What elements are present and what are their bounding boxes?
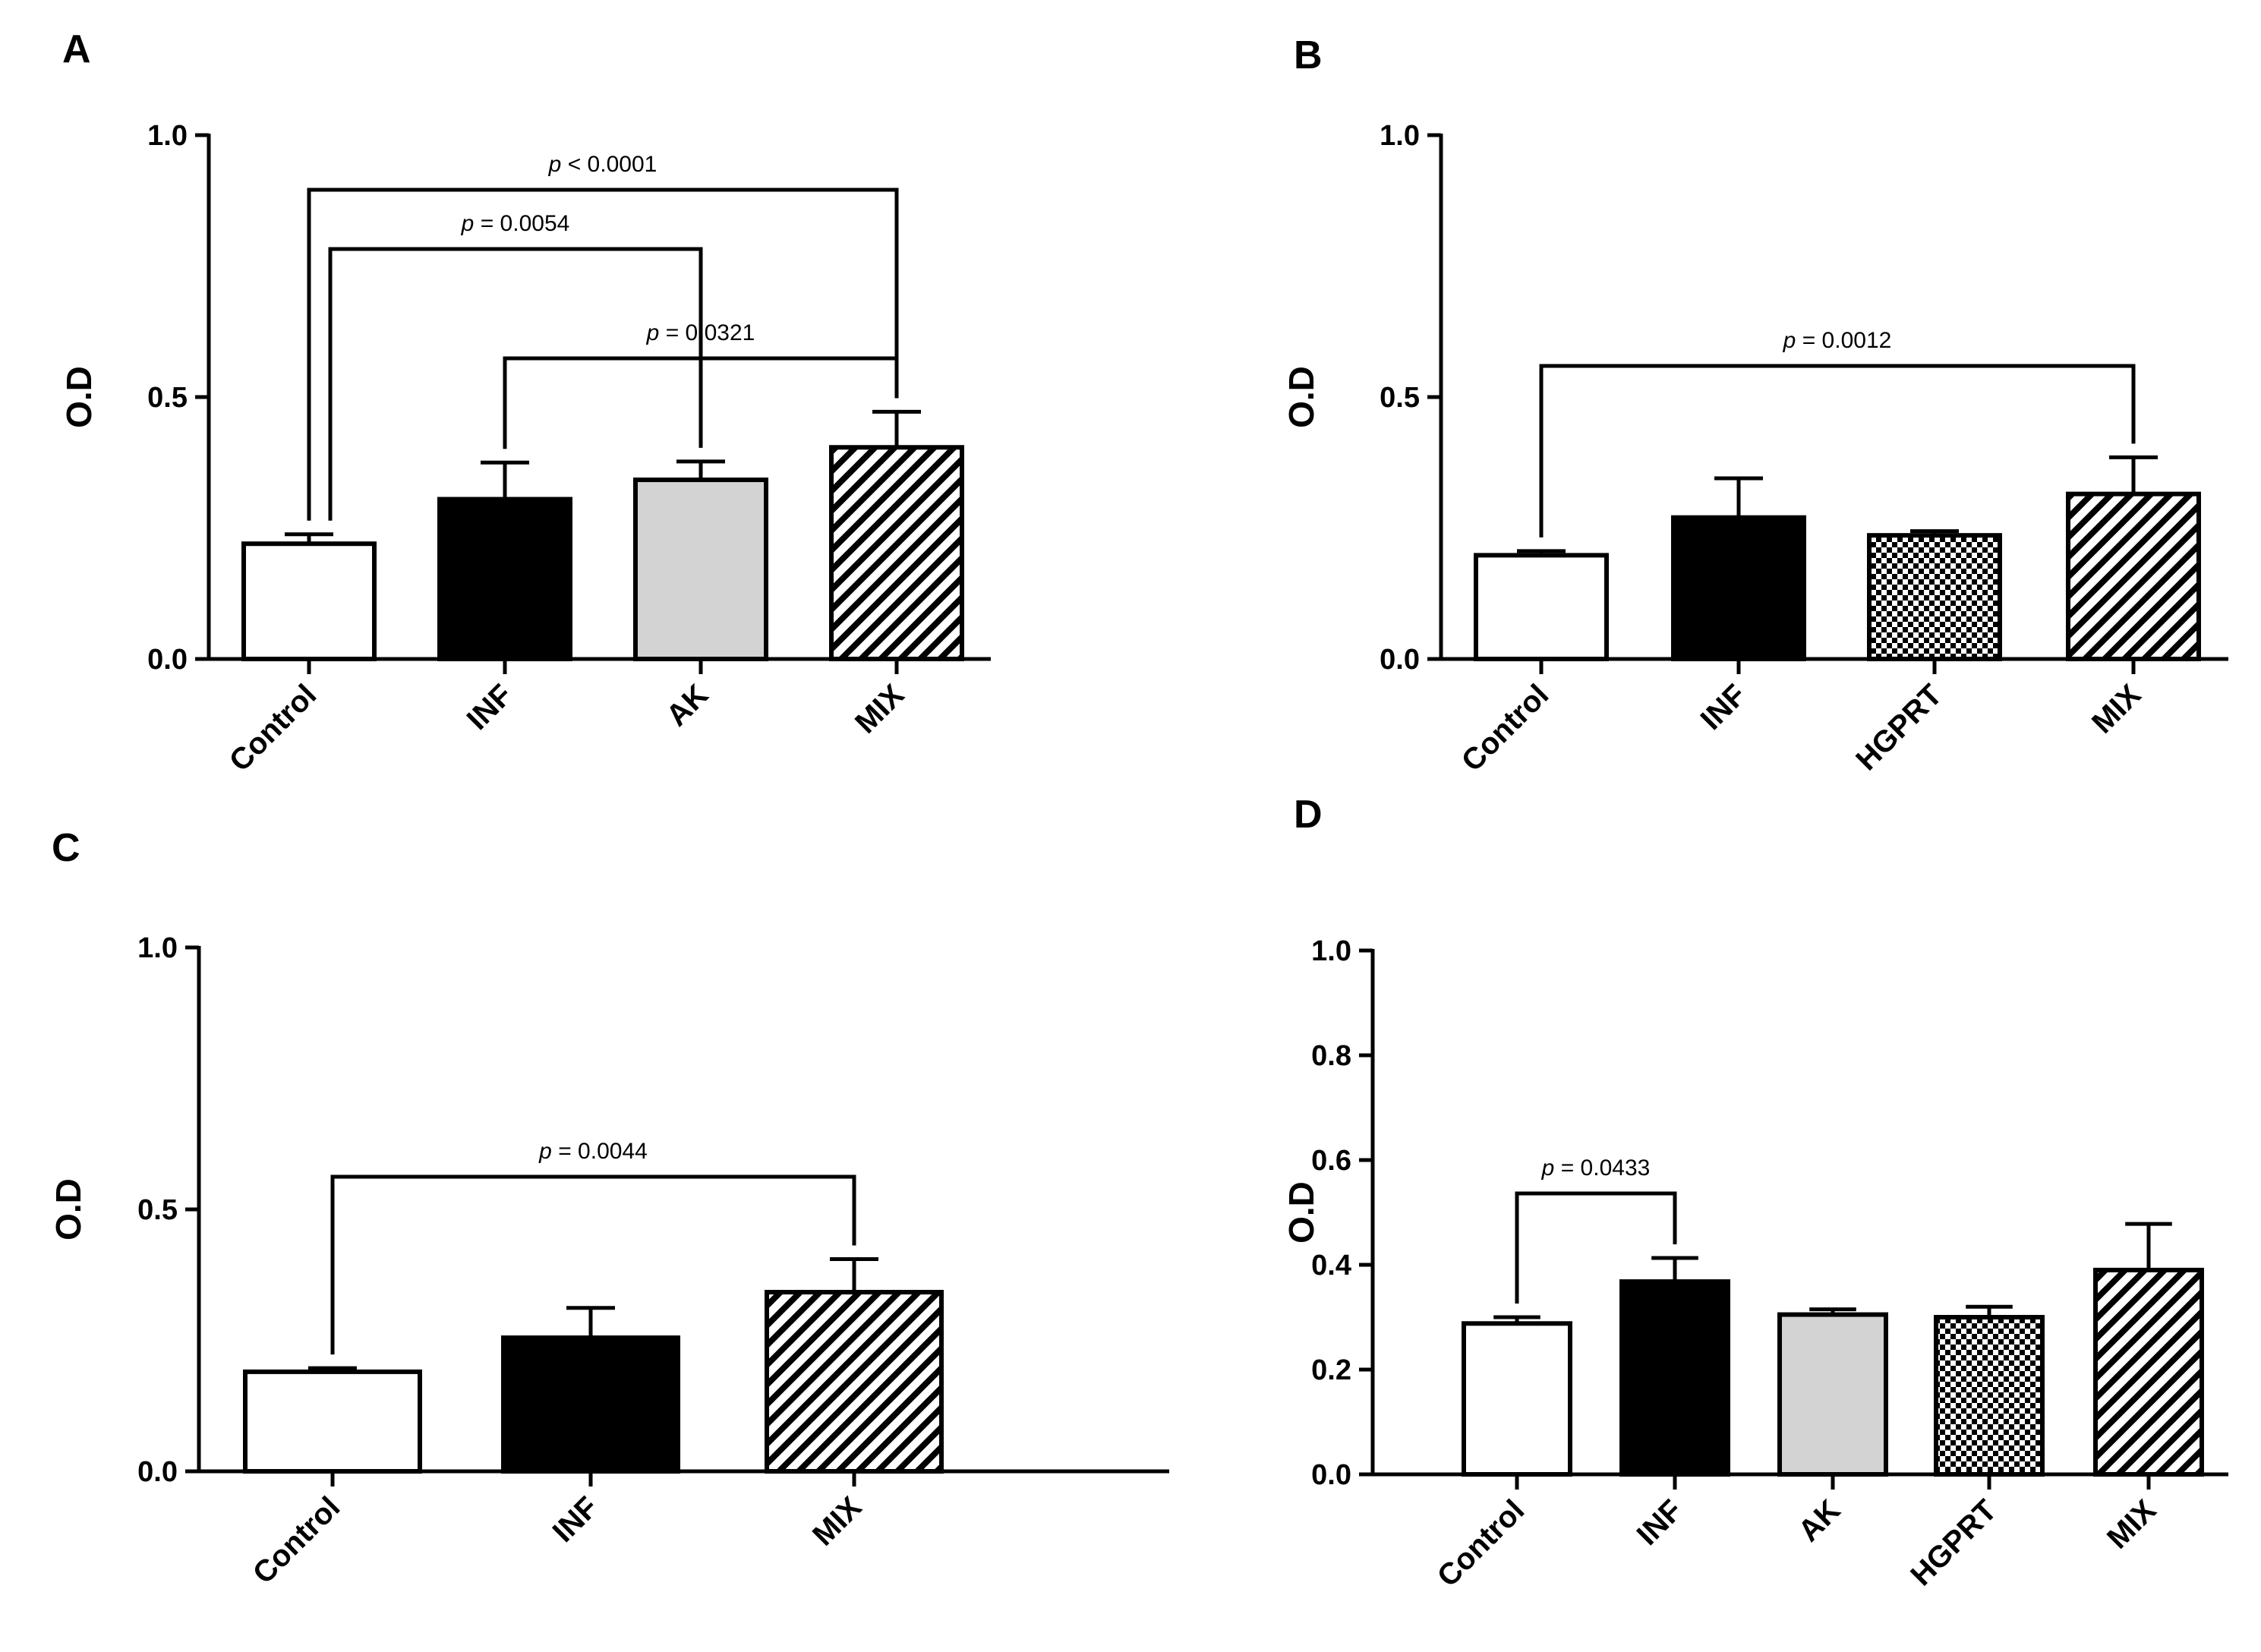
bar-control — [1462, 1321, 1572, 1477]
bar-ak — [1777, 1312, 1888, 1477]
bar-inf — [437, 497, 572, 661]
y-axis-label: O.D — [1282, 366, 1321, 428]
x-tick-label: INF — [461, 678, 519, 736]
panel-letter: B — [1294, 33, 1323, 77]
bar-mix — [765, 1290, 944, 1474]
panel-C: C O.D 0.0 0.5 1.0 Control INF MIX p = 0.0044 — [49, 826, 1169, 1591]
y-tick-label: 0.5 — [147, 382, 188, 414]
x-tick-label: Control — [1455, 678, 1556, 778]
x-tick-label: Control — [247, 1490, 347, 1591]
y-tick-label: 0.5 — [1380, 382, 1420, 414]
y-tick-label: 0.2 — [1311, 1354, 1351, 1386]
panel-D: D O.D 0.0 0.2 0.4 0.6 0.8 1.0 Control INF AK HGPRT M… — [1282, 793, 2228, 1594]
p-value-label: p = 0.0044 — [538, 1139, 648, 1164]
bar-control — [1474, 553, 1609, 661]
y-axis-label: O.D — [1282, 1181, 1321, 1244]
x-tick-label: Control — [1431, 1493, 1531, 1594]
bar-control — [241, 541, 377, 662]
p-value-label: p = 0.0321 — [646, 320, 755, 345]
x-tick-label: AK — [1792, 1493, 1846, 1548]
y-tick-label: 0.8 — [1311, 1040, 1351, 1072]
panel-letter: D — [1294, 793, 1323, 837]
x-tick-label: INF — [547, 1490, 605, 1549]
y-tick-label: 1.0 — [137, 932, 178, 964]
y-tick-label: 0.5 — [137, 1194, 178, 1226]
panel-letter: A — [62, 27, 91, 71]
panel-A: A O.D 0.0 0.5 1.0 Control INF AK MIX p < 0.0001 p … — [59, 27, 991, 778]
y-tick-label: 0.0 — [137, 1456, 178, 1488]
y-tick-label: 1.0 — [1380, 120, 1420, 152]
x-tick-label: INF — [1631, 1493, 1689, 1552]
x-tick-label: HGPRT — [1904, 1493, 2003, 1592]
x-tick-label: HGPRT — [1849, 678, 1948, 777]
y-tick-label: 0.0 — [147, 644, 188, 676]
bar-mix — [829, 445, 964, 661]
bar-mix — [2066, 491, 2201, 662]
y-tick-label: 0.6 — [1311, 1145, 1351, 1177]
x-tick-label: MIX — [2101, 1493, 2163, 1556]
p-value-label: p < 0.0001 — [548, 152, 657, 177]
x-tick-label: AK — [660, 678, 714, 733]
x-tick-label: INF — [1695, 678, 1753, 736]
p-value-label: p = 0.0433 — [1541, 1155, 1651, 1181]
y-axis-label: O.D — [49, 1178, 88, 1241]
p-value-label: p = 0.0012 — [1783, 328, 1892, 353]
bar-hgprt — [1934, 1315, 2045, 1477]
y-axis-label: O.D — [59, 366, 99, 428]
x-tick-label: MIX — [849, 678, 911, 740]
bar-inf — [1619, 1279, 1730, 1477]
bar-inf — [1671, 515, 1806, 662]
significance-bracket — [1539, 364, 2136, 538]
y-tick-label: 1.0 — [147, 120, 188, 152]
bar-ak — [633, 478, 768, 662]
y-tick-label: 0.4 — [1311, 1250, 1351, 1282]
significance-bracket — [330, 1174, 856, 1355]
p-value-label: p = 0.0054 — [461, 211, 570, 236]
y-tick-label: 1.0 — [1311, 935, 1351, 967]
bar-control — [243, 1369, 422, 1474]
x-tick-label: Control — [223, 678, 323, 778]
significance-bracket — [328, 247, 703, 521]
significance-bracket — [503, 356, 899, 449]
bar-mix — [2093, 1267, 2204, 1477]
x-tick-label: MIX — [2086, 678, 2148, 740]
bar-inf — [501, 1335, 680, 1474]
panel-letter: C — [52, 826, 80, 870]
significance-bracket — [307, 188, 899, 521]
x-tick-label: MIX — [806, 1490, 869, 1553]
y-tick-label: 0.0 — [1380, 644, 1420, 676]
y-tick-label: 0.0 — [1311, 1459, 1351, 1491]
panel-B: B O.D 0.0 0.5 1.0 Control INF HGPRT MIX p = 0.001… — [1282, 33, 2228, 778]
significance-bracket — [1515, 1191, 1677, 1304]
bar-hgprt — [1867, 533, 2002, 661]
